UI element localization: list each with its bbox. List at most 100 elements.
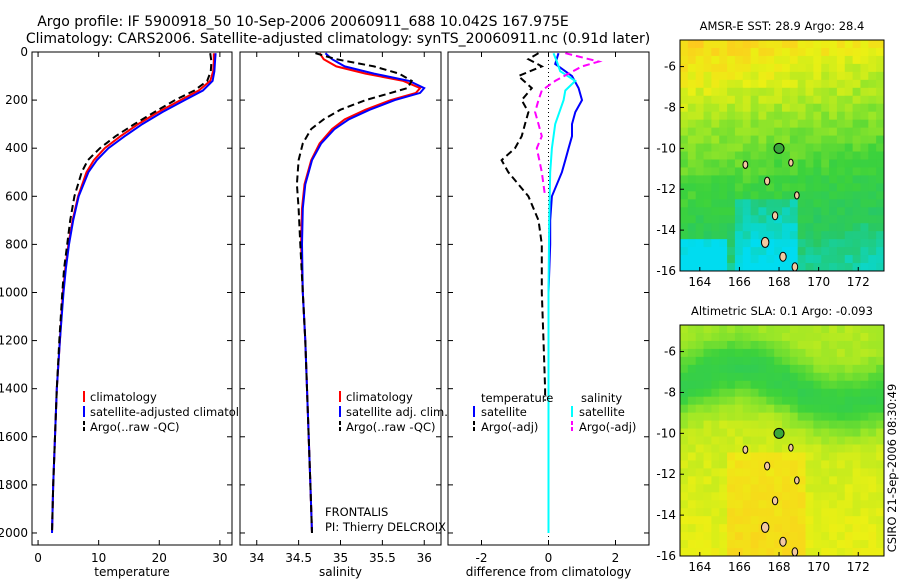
map-cell bbox=[719, 231, 728, 240]
map-cell bbox=[805, 540, 814, 549]
map-cell bbox=[860, 492, 869, 501]
map-cell bbox=[876, 231, 885, 240]
map-cell bbox=[813, 452, 822, 461]
map-cell bbox=[789, 247, 799, 256]
map-cell bbox=[687, 167, 697, 176]
map-cell bbox=[719, 127, 728, 137]
map-cell bbox=[868, 484, 877, 493]
map-cell bbox=[782, 364, 791, 374]
map-cell bbox=[813, 247, 822, 256]
map-cell bbox=[766, 215, 775, 224]
map-cell bbox=[821, 492, 830, 501]
map-cell bbox=[703, 247, 712, 256]
map-cell bbox=[711, 223, 720, 232]
map-cell bbox=[782, 143, 791, 153]
map-cell bbox=[868, 540, 877, 549]
map-cell bbox=[703, 348, 712, 358]
map-cell bbox=[680, 500, 689, 509]
map-cell bbox=[687, 143, 697, 153]
map-cell bbox=[750, 412, 759, 422]
map-cell bbox=[797, 239, 807, 248]
map-cell bbox=[782, 175, 791, 184]
map-cell bbox=[797, 548, 807, 557]
map-cell bbox=[719, 364, 728, 374]
map-cell bbox=[821, 364, 830, 374]
map-cell bbox=[836, 428, 846, 438]
map-cell bbox=[876, 420, 885, 430]
map-cell bbox=[876, 325, 885, 334]
map-cell bbox=[821, 540, 830, 549]
map-cell bbox=[695, 476, 705, 485]
map-cell bbox=[734, 412, 744, 422]
map-cell bbox=[805, 63, 814, 73]
map-cell bbox=[805, 396, 814, 406]
map-cell bbox=[789, 332, 799, 342]
map-cell bbox=[680, 348, 689, 358]
map-cell bbox=[868, 87, 877, 97]
map-cell bbox=[711, 348, 720, 358]
map-cell bbox=[766, 47, 775, 57]
map-cell bbox=[844, 151, 854, 160]
map-cell bbox=[805, 548, 814, 557]
map-cell bbox=[836, 396, 846, 406]
map-cell bbox=[774, 404, 783, 414]
map-cell bbox=[805, 103, 814, 113]
map-cell bbox=[758, 404, 767, 414]
map-cell bbox=[680, 255, 689, 264]
map-cell bbox=[711, 468, 720, 477]
map-cell bbox=[758, 476, 767, 485]
map-cell bbox=[805, 143, 814, 153]
map-cell bbox=[758, 516, 767, 525]
map-cell bbox=[695, 207, 705, 216]
map-cell bbox=[750, 380, 759, 390]
map-cell bbox=[844, 420, 854, 430]
map-cell bbox=[876, 444, 885, 453]
map-cell bbox=[711, 55, 720, 65]
map-cell bbox=[789, 412, 799, 422]
map-cell bbox=[789, 516, 799, 525]
map-cell bbox=[844, 468, 854, 477]
map-cell bbox=[750, 167, 759, 176]
map-cell bbox=[695, 191, 705, 200]
map-cell bbox=[836, 380, 846, 390]
map-cell bbox=[719, 215, 728, 224]
map-cell bbox=[742, 247, 752, 256]
map-cell bbox=[789, 356, 799, 366]
map-cell bbox=[703, 420, 712, 430]
map-cell bbox=[711, 548, 720, 557]
map-cell bbox=[727, 191, 736, 200]
map-cell bbox=[813, 396, 822, 406]
map-cell bbox=[766, 404, 775, 414]
map-cell bbox=[829, 231, 838, 240]
map-cell bbox=[695, 500, 705, 509]
map-cell bbox=[789, 340, 799, 350]
y-tick-label: -16 bbox=[656, 264, 676, 278]
map-cell bbox=[844, 247, 854, 256]
island-outline bbox=[771, 211, 779, 221]
map-cell bbox=[789, 215, 799, 224]
map-cell bbox=[695, 484, 705, 493]
map-cell bbox=[687, 524, 697, 533]
map-cell bbox=[821, 388, 830, 398]
map-cell bbox=[758, 247, 767, 256]
map-cell bbox=[766, 207, 775, 216]
map-cell bbox=[703, 404, 712, 414]
map-cell bbox=[876, 340, 885, 350]
map-cell bbox=[758, 175, 767, 184]
map-cell bbox=[703, 87, 712, 97]
map-cell bbox=[774, 63, 783, 73]
map-cell bbox=[868, 492, 877, 501]
map-cell bbox=[789, 87, 799, 97]
y-tick-label: 1200 bbox=[0, 334, 28, 348]
map-cell bbox=[876, 524, 885, 533]
map-cell bbox=[719, 380, 728, 390]
map-cell bbox=[680, 325, 689, 334]
map-cell bbox=[844, 167, 854, 176]
map-cell bbox=[860, 119, 869, 129]
map-cell bbox=[797, 364, 807, 374]
map-cell bbox=[821, 396, 830, 406]
map-cell bbox=[797, 428, 807, 438]
map-cell bbox=[703, 428, 712, 438]
map-cell bbox=[844, 532, 854, 541]
